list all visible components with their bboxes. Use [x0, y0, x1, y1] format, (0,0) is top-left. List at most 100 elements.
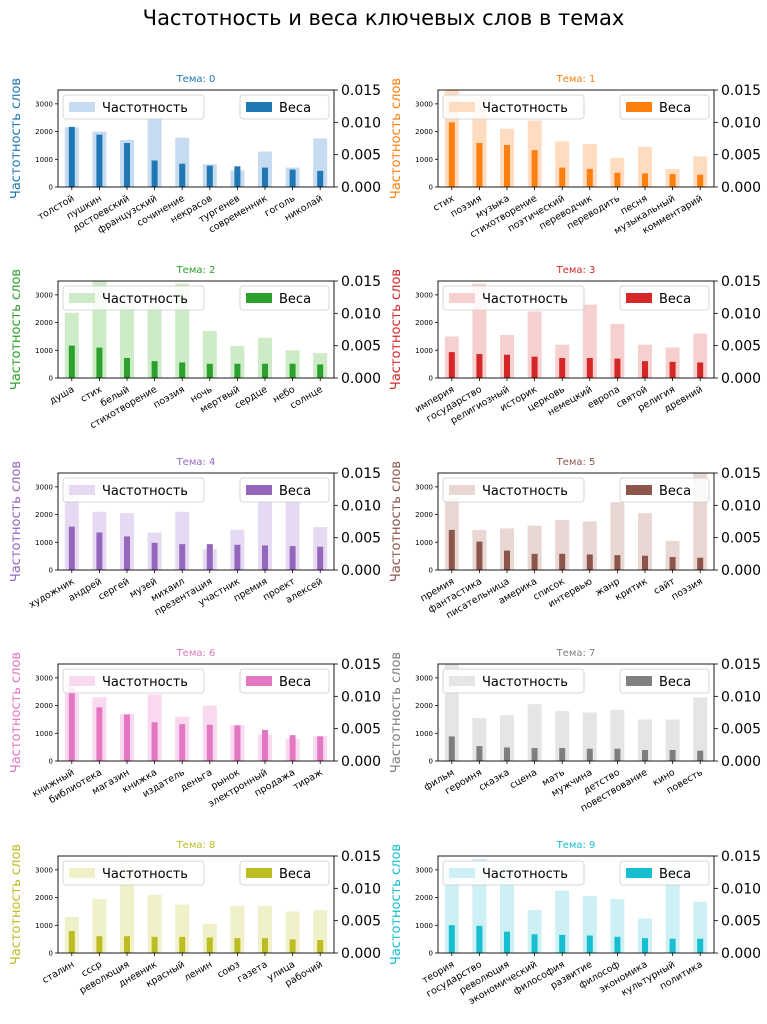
legend-frequency-swatch	[449, 676, 475, 686]
weight-bar	[68, 526, 75, 570]
legend-frequency-label: Частотность	[482, 101, 568, 116]
frequency-bar	[693, 697, 708, 761]
legend-frequency-label: Частотность	[102, 675, 188, 690]
right-tick-label: 0.000	[721, 754, 761, 770]
weight-bar	[262, 545, 268, 570]
right-tick-label: 0.000	[341, 371, 381, 387]
legend-weights-box	[239, 668, 330, 694]
weight-bar	[96, 532, 103, 570]
left-tick-label: 1000	[35, 347, 53, 355]
legend-frequency-label: Частотность	[482, 675, 568, 690]
right-tick-label: 0.010	[721, 689, 761, 705]
left-tick-label: 0	[429, 375, 433, 383]
weight-bar	[448, 352, 455, 378]
weight-bar	[614, 936, 621, 953]
legend-frequency-swatch	[69, 868, 95, 878]
legend-weights-swatch	[246, 676, 272, 686]
x-tick-label: душа	[48, 384, 77, 407]
y-axis-label: Частотность слов	[389, 652, 404, 773]
weight-bar	[531, 553, 538, 570]
right-tick-label: 0.005	[721, 914, 761, 930]
plot-frame	[437, 663, 715, 762]
right-tick-label: 0.015	[341, 274, 381, 290]
weight-bar	[206, 544, 213, 570]
frequency-bar	[527, 525, 542, 570]
x-tick-label: сказка	[477, 767, 511, 793]
legend-weights-swatch	[626, 676, 652, 686]
x-tick-label: сталин	[40, 959, 76, 986]
left-tick-label: 3000	[35, 866, 53, 874]
legend-frequency-swatch	[69, 485, 95, 495]
frequency-bar	[638, 513, 652, 570]
chart-title: Тема: 8	[176, 840, 216, 851]
legend-weights-label: Веса	[279, 675, 311, 690]
right-tick-label: 0.000	[341, 946, 381, 962]
legend-frequency-label: Частотность	[482, 484, 568, 499]
y-axis-label: Частотность слов	[9, 461, 24, 582]
right-tick-label: 0.015	[721, 274, 761, 290]
weight-bar	[179, 362, 186, 378]
chart-title: Тема: 9	[556, 840, 596, 851]
weight-bar	[614, 555, 621, 570]
weight-bar	[642, 173, 648, 187]
right-tick-label: 0.010	[341, 498, 381, 514]
right-tick-label: 0.010	[341, 881, 381, 897]
weight-bar	[96, 134, 103, 187]
legend-frequency-label: Частотность	[102, 292, 188, 307]
frequency-bar	[230, 905, 245, 953]
legend-weights-label: Веса	[659, 675, 691, 690]
legend-weights-box	[239, 94, 330, 120]
frequency-bar	[313, 910, 328, 953]
weight-bar	[586, 748, 593, 761]
left-tick-label: 0	[429, 758, 433, 766]
right-tick-label: 0.010	[341, 689, 381, 705]
frequency-bar	[313, 138, 328, 187]
x-tick-label: тираж	[291, 767, 325, 793]
weight-bar	[68, 688, 75, 761]
frequency-bar	[638, 146, 652, 187]
legend-weights-box	[619, 668, 710, 694]
legend-weights-box	[239, 477, 330, 503]
weight-bar	[476, 925, 483, 953]
weight-bar	[476, 354, 483, 378]
weight-bar	[317, 546, 324, 570]
weight-bar	[179, 163, 186, 187]
weight-bar	[234, 725, 241, 761]
frequency-bar	[147, 117, 162, 187]
legend-weights-box	[619, 285, 710, 311]
weight-bar	[669, 361, 676, 378]
legend-frequency-box	[62, 94, 205, 120]
right-tick-label: 0.015	[341, 466, 381, 482]
weight-bar	[124, 714, 130, 761]
weight-bar	[151, 936, 158, 953]
weight-bar	[559, 748, 566, 761]
right-tick-label: 0.015	[341, 849, 381, 865]
frequency-bar	[147, 303, 162, 378]
left-tick-label: 1000	[415, 922, 433, 930]
y-axis-label: Частотность слов	[9, 652, 24, 773]
weight-bar	[262, 729, 268, 761]
legend-frequency-swatch	[69, 293, 95, 303]
chart-title: Тема: 0	[176, 74, 216, 85]
right-tick-label: 0.005	[341, 339, 381, 355]
left-tick-label: 3000	[35, 674, 53, 682]
right-tick-label: 0.000	[721, 180, 761, 196]
weight-bar	[614, 172, 621, 187]
right-tick-label: 0.015	[341, 83, 381, 99]
legend-frequency-swatch	[449, 293, 475, 303]
frequency-bar	[444, 869, 459, 953]
left-tick-label: 2000	[35, 128, 53, 136]
left-tick-label: 1000	[35, 730, 53, 738]
right-tick-label: 0.005	[721, 531, 761, 547]
left-tick-label: 1000	[415, 539, 433, 547]
legend-weights-swatch	[246, 102, 272, 112]
frequency-bar	[610, 323, 625, 378]
y-axis-label: Частотность слов	[389, 269, 404, 390]
right-tick-label: 0.015	[721, 83, 761, 99]
right-tick-label: 0.015	[721, 657, 761, 673]
legend-frequency-swatch	[69, 676, 95, 686]
weight-bar	[124, 357, 130, 378]
legend-weights-label: Веса	[659, 292, 691, 307]
frequency-bar	[258, 500, 272, 570]
